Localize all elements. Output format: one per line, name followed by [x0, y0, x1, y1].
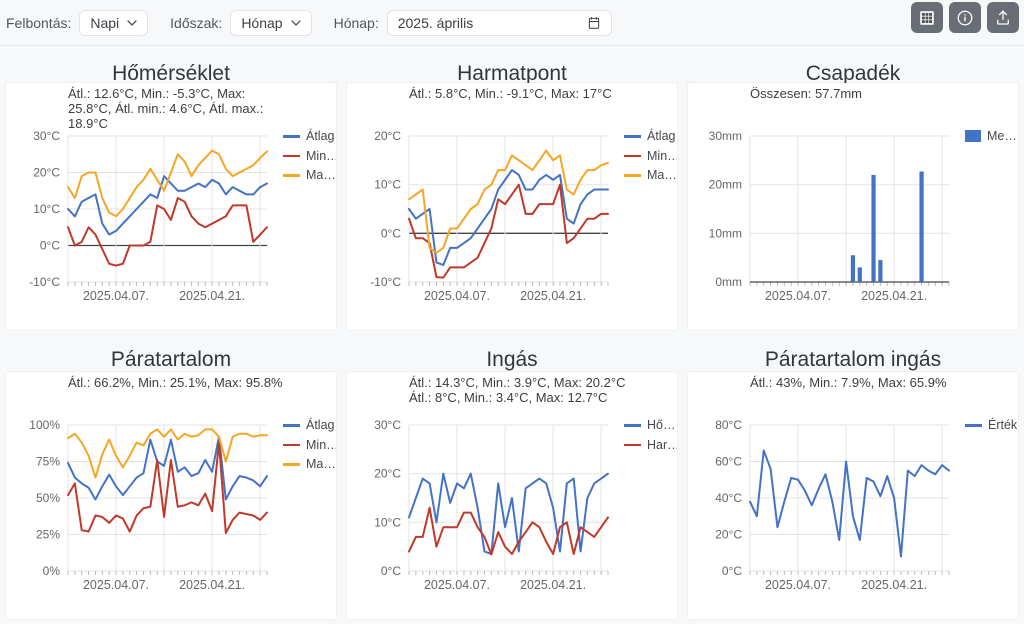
svg-text:50%: 50%: [36, 491, 60, 505]
svg-text:2025.04.21.: 2025.04.21.: [520, 289, 586, 303]
svg-text:0mm: 0mm: [715, 275, 742, 289]
svg-text:0°C: 0°C: [722, 564, 742, 578]
svg-text:30°C: 30°C: [33, 129, 60, 143]
svg-text:2025.04.07.: 2025.04.07.: [765, 289, 831, 303]
svg-text:10°C: 10°C: [374, 515, 401, 529]
svg-text:-10°C: -10°C: [370, 275, 401, 289]
svg-text:20°C: 20°C: [374, 129, 401, 143]
svg-text:30°C: 30°C: [374, 418, 401, 432]
svg-text:10°C: 10°C: [374, 178, 401, 192]
svg-text:100%: 100%: [29, 418, 60, 432]
svg-text:2025.04.07.: 2025.04.07.: [424, 289, 490, 303]
svg-text:20°C: 20°C: [33, 166, 60, 180]
svg-text:2025.04.21.: 2025.04.21.: [520, 578, 586, 592]
svg-text:10mm: 10mm: [709, 226, 742, 240]
svg-text:-10°C: -10°C: [29, 275, 60, 289]
svg-text:20°C: 20°C: [715, 528, 742, 542]
svg-text:2025.04.07.: 2025.04.07.: [83, 289, 149, 303]
svg-text:2025.04.21.: 2025.04.21.: [861, 578, 927, 592]
svg-text:0%: 0%: [43, 564, 61, 578]
svg-text:25%: 25%: [36, 528, 60, 542]
svg-text:20mm: 20mm: [709, 178, 742, 192]
svg-text:0°C: 0°C: [40, 239, 60, 253]
svg-text:75%: 75%: [36, 455, 60, 469]
svg-text:2025.04.21.: 2025.04.21.: [861, 289, 927, 303]
svg-text:10°C: 10°C: [33, 202, 60, 216]
svg-text:2025.04.21.: 2025.04.21.: [179, 578, 245, 592]
svg-text:30mm: 30mm: [709, 129, 742, 143]
svg-text:2025.04.07.: 2025.04.07.: [424, 578, 490, 592]
svg-text:40°C: 40°C: [715, 491, 742, 505]
svg-text:20°C: 20°C: [374, 467, 401, 481]
svg-text:0°C: 0°C: [381, 226, 401, 240]
svg-text:0°C: 0°C: [381, 564, 401, 578]
svg-text:2025.04.21.: 2025.04.21.: [179, 289, 245, 303]
svg-text:2025.04.07.: 2025.04.07.: [765, 578, 831, 592]
svg-text:80°C: 80°C: [715, 418, 742, 432]
svg-text:60°C: 60°C: [715, 455, 742, 469]
svg-text:2025.04.07.: 2025.04.07.: [83, 578, 149, 592]
